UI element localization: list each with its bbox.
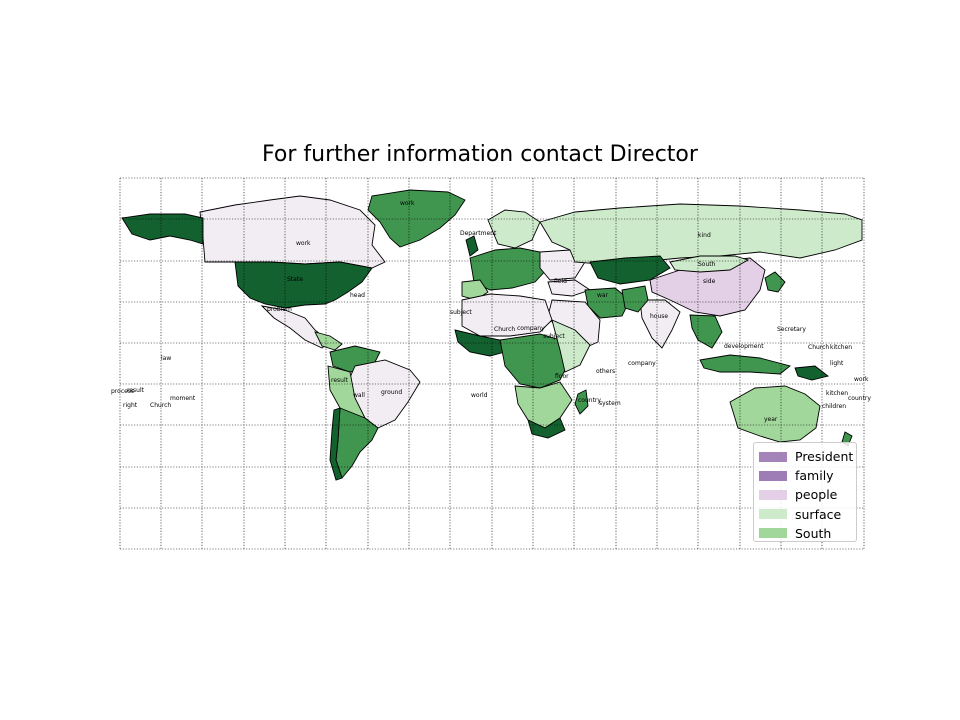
map-label: floor: [555, 373, 569, 380]
region-korea-japan[interactable]: [764, 271, 786, 293]
map-label: company: [628, 360, 656, 367]
map-label: problem: [267, 306, 292, 313]
map-label: kitchen: [830, 344, 852, 351]
map-label: field: [554, 278, 567, 285]
region-greenland[interactable]: [367, 189, 466, 248]
region-southeast-asia[interactable]: [689, 314, 723, 349]
region-pakistan[interactable]: [621, 285, 649, 313]
region-uk[interactable]: [465, 235, 479, 257]
legend-item: family: [759, 466, 856, 485]
region-scandinavia[interactable]: [487, 209, 541, 249]
map-label: development: [724, 343, 764, 350]
map-label: Secretary: [777, 326, 806, 333]
map-label: Church: [494, 326, 515, 333]
region-united-states[interactable]: [234, 261, 373, 309]
legend-swatch: [759, 451, 787, 462]
map-label: world: [471, 392, 488, 399]
map-label: Church: [808, 344, 829, 351]
map-label: work: [400, 200, 415, 207]
region-central-america[interactable]: [314, 331, 343, 351]
map-label: result: [127, 387, 145, 394]
map-label: system: [599, 400, 621, 407]
region-turkey[interactable]: [547, 279, 592, 297]
map-label: work: [854, 376, 869, 383]
region-south-africa[interactable]: [527, 417, 566, 439]
map-label: right: [123, 402, 138, 409]
map-label: country: [578, 397, 601, 404]
legend-label: President: [795, 449, 854, 465]
legend-swatch: [759, 489, 787, 500]
legend-label: people: [795, 487, 838, 503]
legend-swatch: [759, 470, 787, 481]
region-canada[interactable]: [199, 195, 386, 269]
region-new-guinea[interactable]: [794, 365, 830, 381]
region-chile[interactable]: [329, 407, 343, 481]
map-label: subject: [450, 309, 472, 316]
region-alaska[interactable]: [121, 213, 204, 245]
map-label: Church: [150, 402, 171, 409]
region-southern-africa[interactable]: [514, 381, 573, 429]
map-label: work: [296, 240, 311, 247]
legend-label: family: [795, 468, 834, 484]
region-kazakhstan[interactable]: [589, 255, 671, 285]
legend-swatch: [759, 528, 787, 539]
map-label: year: [764, 416, 778, 423]
map-label: kitchen: [826, 390, 848, 397]
map-label: side: [703, 278, 716, 285]
map-label: others: [596, 368, 615, 375]
legend-swatch: [759, 509, 787, 520]
map-labels: work Department kind South side State he…: [111, 200, 871, 423]
map-title: For further information contact Director: [262, 142, 698, 167]
legend-label: surface: [795, 506, 842, 522]
map-label: process: [111, 388, 134, 395]
map-label: children: [822, 403, 846, 410]
region-madagascar[interactable]: [574, 389, 589, 415]
map-label: kind: [698, 232, 711, 239]
map-label: company: [517, 325, 545, 332]
map-label: South: [698, 261, 716, 268]
map-label: subject: [543, 333, 565, 340]
legend: President family people surface South: [753, 442, 857, 542]
map-label: wall: [353, 392, 365, 399]
map-label: Department: [460, 230, 497, 237]
legend-label: South: [795, 525, 832, 541]
map-label: result: [331, 377, 349, 384]
map-label: country: [848, 395, 871, 402]
map-label: moment: [170, 395, 196, 402]
legend-item: President: [759, 447, 856, 466]
map-label: law: [161, 355, 171, 362]
map-label: ground: [381, 389, 402, 396]
region-mongolia[interactable]: [669, 255, 750, 273]
map-label: head: [350, 292, 365, 299]
region-india[interactable]: [639, 299, 681, 349]
map-label: light: [830, 360, 844, 367]
region-australia[interactable]: [729, 385, 821, 443]
region-east-africa[interactable]: [551, 319, 591, 373]
graticule: [119, 177, 865, 550]
map-label: war: [597, 292, 609, 299]
region-west-africa[interactable]: [454, 329, 506, 357]
legend-item: South: [759, 524, 856, 543]
region-north-africa[interactable]: [461, 293, 553, 337]
map-label: house: [650, 313, 668, 320]
region-indonesia[interactable]: [699, 354, 791, 375]
legend-item: people: [759, 485, 856, 504]
map-label: State: [287, 276, 303, 283]
legend-item: surface: [759, 505, 856, 524]
region-central-africa[interactable]: [499, 333, 571, 389]
